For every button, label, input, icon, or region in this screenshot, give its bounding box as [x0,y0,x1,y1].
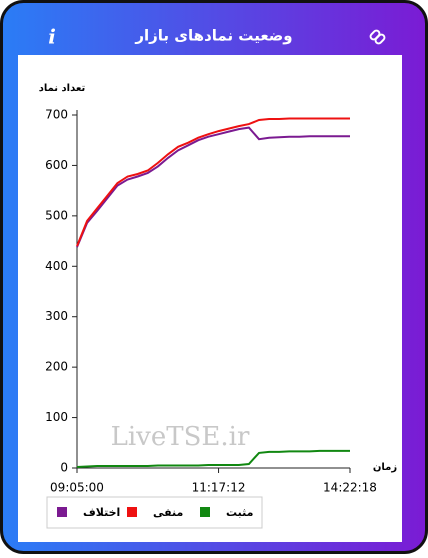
legend [46,496,263,529]
legend-swatch [200,507,210,517]
y-tick-label: 300 [45,309,68,323]
legend-label: منفی [153,506,183,519]
legend-label: مثبت [226,506,253,519]
link-icon[interactable] [369,29,386,45]
x-tick-label: 14:22:18 [323,481,377,495]
legend-label: اختلاف [83,506,120,519]
series-line [76,117,350,247]
legend-swatch [127,507,137,517]
series-line [76,126,350,248]
panel [18,55,402,542]
y-tick-label: 100 [45,410,68,424]
y-tick-label: 200 [45,360,68,374]
x-tick-label: 09:05:00 [50,481,104,495]
header-title: وضعیت نمادهای بازار [134,27,292,45]
y-tick-label: 500 [45,208,68,222]
link-part [374,33,386,45]
watermark: LiveTSE.ir [111,422,250,452]
series-line [76,449,350,468]
y-axis-label: تعداد نماد [39,83,86,94]
y-tick-label: 700 [45,108,68,122]
info-icon[interactable]: i [48,25,56,49]
y-tick-label: 0 [60,461,68,475]
y-tick-label: 600 [45,158,68,172]
legend-swatch [57,507,67,517]
x-tick-label: 11:17:12 [192,481,246,495]
x-axis-label: زمان [373,462,397,473]
y-tick-label: 400 [45,259,68,273]
